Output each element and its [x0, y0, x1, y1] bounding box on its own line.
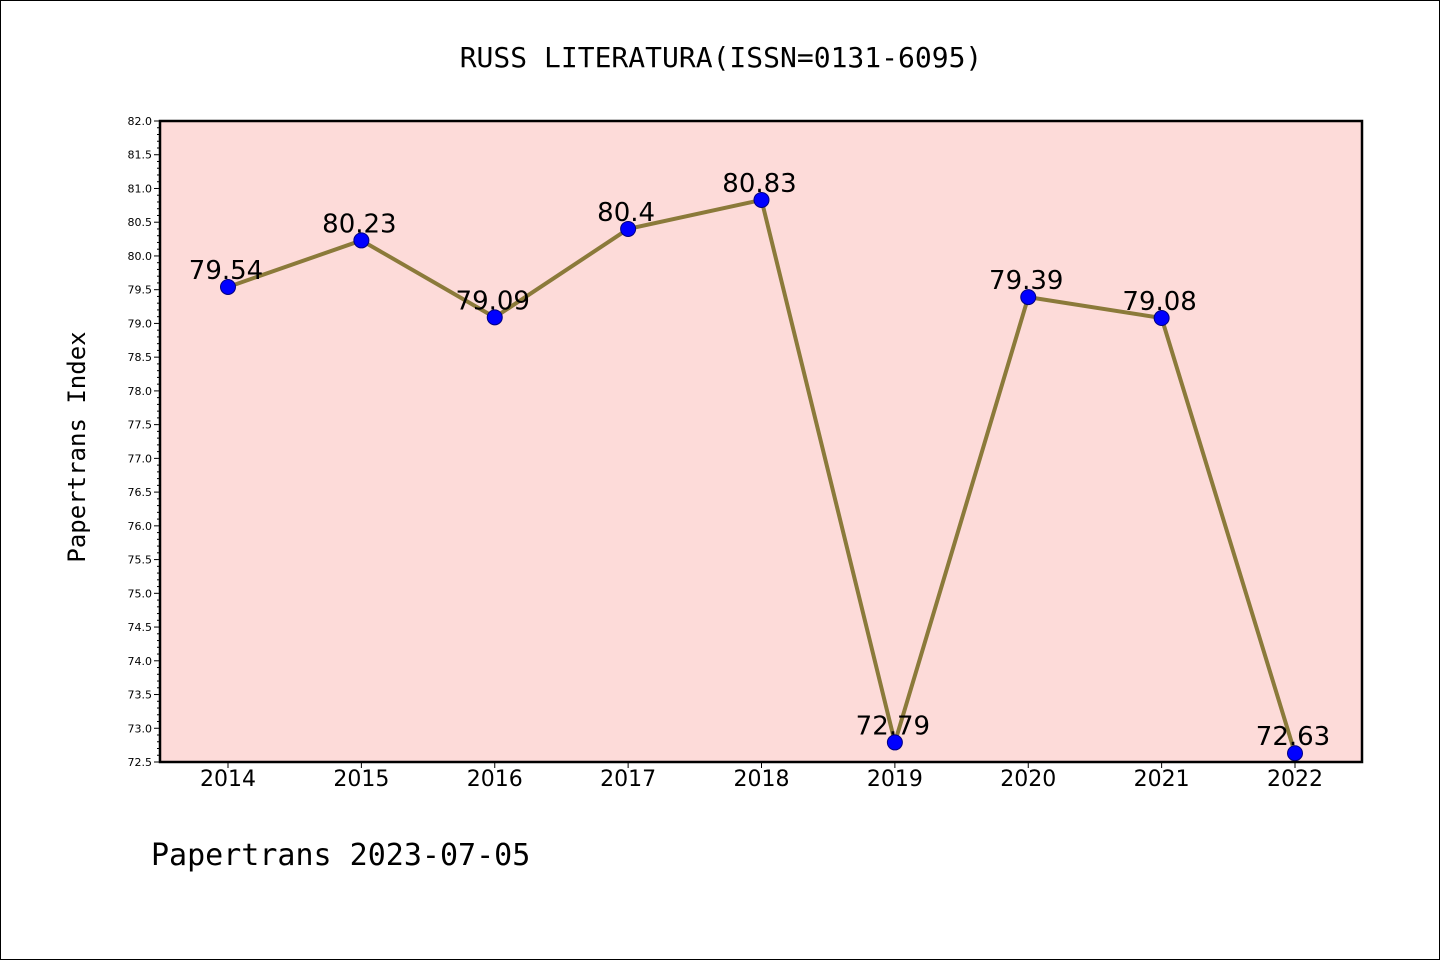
x-tick-label: 2014	[200, 767, 256, 792]
data-point-marker	[220, 278, 236, 295]
x-tick-label: 2021	[1134, 767, 1190, 792]
y-tick-label: 72.5	[128, 756, 153, 769]
x-tick-label: 2015	[333, 767, 389, 792]
data-point-marker	[1287, 745, 1303, 762]
x-tick-label: 2020	[1000, 767, 1056, 792]
y-tick-label: 81.5	[128, 149, 153, 162]
footer-caption: Papertrans 2023-07-05	[151, 838, 530, 873]
y-axis-ticks: 72.5 73.0 73.5 74.0 74.5 75.0 75.5 76.0 76.5 77.0…	[128, 115, 160, 769]
data-value-label: 72.63	[1256, 722, 1330, 752]
x-tick-label: 2022	[1267, 767, 1323, 792]
y-axis-label: Papertrans Index	[63, 331, 91, 562]
data-point-marker	[620, 220, 637, 237]
x-tick-label: 2019	[867, 767, 923, 792]
y-tick-label: 78.0	[128, 385, 153, 398]
y-tick-label: 74.0	[128, 655, 153, 668]
data-point-marker	[886, 734, 903, 751]
data-value-label: 79.39	[989, 266, 1063, 296]
y-tick-label: 77.0	[128, 452, 153, 465]
y-tick-label: 74.5	[128, 621, 153, 634]
y-tick-label: 79.0	[128, 317, 153, 330]
x-tick-label: 2016	[467, 767, 523, 792]
data-value-label: 79.08	[1122, 287, 1196, 317]
data-value-label: 72.79	[856, 711, 930, 741]
data-point-marker	[486, 309, 503, 326]
data-value-label: 80.83	[722, 169, 796, 199]
y-tick-label: 78.5	[128, 351, 153, 364]
y-tick-label: 81.0	[128, 182, 153, 195]
y-tick-label: 75.0	[128, 587, 153, 600]
data-point-marker	[1153, 310, 1170, 327]
data-point-marker	[1020, 289, 1037, 306]
data-value-label: 80.23	[322, 209, 396, 239]
marker-group	[220, 191, 1303, 762]
data-label-group: 79.54 80.23 79.09 80.4 80.83 72.79 79.39 79.08 7…	[189, 169, 1330, 752]
data-value-label: 80.4	[597, 198, 655, 228]
plot-area	[160, 121, 1362, 762]
x-axis-ticks: 2014 2015 2016 2017 2018 2019 2020 2021 2022	[200, 762, 1323, 792]
y-tick-label: 76.5	[128, 486, 153, 499]
plot-frame	[158, 119, 1364, 764]
data-point-marker	[353, 232, 370, 249]
y-tick-label: 77.5	[128, 419, 153, 432]
x-tick-label: 2017	[600, 767, 656, 792]
data-value-label: 79.54	[189, 256, 263, 286]
y-tick-label: 73.0	[128, 722, 153, 735]
y-tick-label: 80.0	[128, 250, 153, 263]
data-value-label: 79.09	[456, 286, 530, 316]
data-point-marker	[753, 191, 770, 208]
y-tick-label: 73.5	[128, 689, 153, 702]
y-tick-label: 75.5	[128, 554, 153, 567]
chart-title: RUSS LITERATURA(ISSN=0131-6095)	[460, 41, 983, 74]
y-tick-label: 79.5	[128, 284, 153, 297]
y-tick-label: 82.0	[128, 115, 153, 128]
y-tick-label: 76.0	[128, 520, 153, 533]
x-tick-label: 2018	[734, 767, 790, 792]
y-tick-label: 80.5	[128, 216, 153, 229]
